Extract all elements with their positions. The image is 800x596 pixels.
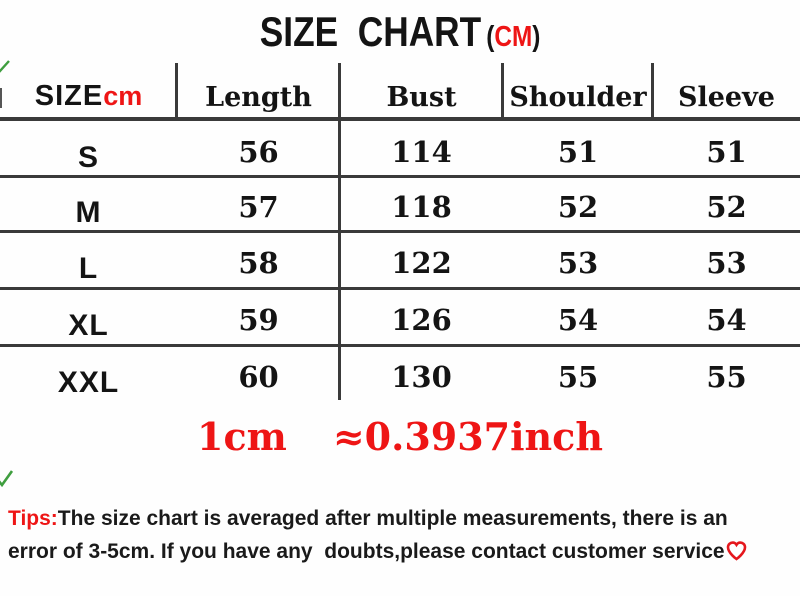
table-line-row2-bottom: [0, 230, 800, 233]
cell-xl-sleeve: 54: [706, 303, 747, 337]
unit-conversion-note: 1cm ≈0.3937inch: [0, 414, 800, 459]
title-text: SIZE CHART: [259, 8, 482, 55]
tips-label: Tips:: [8, 507, 58, 530]
cell-l-shoulder: 53: [557, 246, 599, 280]
cell-xl-bust: 126: [391, 303, 452, 337]
column-header-size: SIZE cm: [0, 63, 177, 124]
watermark-artifact-left: [0, 470, 13, 488]
tips-text-2: error of 3-5cm. If you have any doubts,p…: [8, 540, 725, 563]
cell-l-bust: 122: [391, 246, 452, 280]
table-line-shoulder-sleeve: [651, 63, 654, 119]
cell-s-bust: 114: [391, 134, 452, 169]
cell-xxl-sleeve: 55: [706, 359, 747, 394]
cell-xxl-shoulder: 55: [557, 359, 599, 394]
size-header-unit: cm: [103, 80, 143, 111]
table-line-row1-bottom: [0, 175, 800, 178]
page-title: SIZE CHART (CM): [0, 8, 800, 56]
table-line-length-bust: [338, 63, 341, 400]
table-line-row4-bottom: [0, 344, 800, 347]
conversion-cm: 1cm: [197, 414, 287, 459]
table-row-size-xl: XL: [68, 309, 109, 342]
table-row-size-l: L: [78, 252, 99, 285]
cell-s-shoulder: 51: [557, 134, 599, 169]
column-header-length: Length: [205, 81, 312, 113]
conversion-inch: ≈0.3937inch: [332, 414, 603, 459]
cell-s-sleeve: 51: [706, 134, 747, 169]
column-header-sleeve: Sleeve: [678, 81, 775, 113]
cell-m-bust: 118: [391, 190, 452, 224]
table-line-header-bottom: [0, 117, 800, 121]
column-header-bust: Bust: [386, 81, 457, 113]
watermark-artifact-top: [0, 60, 10, 73]
table-row-size-m: M: [75, 196, 102, 229]
tips-line-2: error of 3-5cm. If you have any doubts,p…: [8, 535, 800, 571]
size-header-label: SIZE: [34, 79, 104, 112]
cell-xl-shoulder: 54: [557, 303, 599, 337]
table-row-size-s: S: [77, 140, 99, 174]
tips-text-1: The size chart is averaged after multipl…: [57, 507, 728, 530]
cell-m-length: 57: [238, 190, 279, 224]
cell-m-shoulder: 52: [557, 190, 599, 224]
column-header-shoulder: Shoulder: [509, 81, 647, 113]
table-line-size-length: [175, 63, 178, 119]
cell-m-sleeve: 52: [706, 190, 747, 224]
tips-line-1: Tips:The size chart is averaged after mu…: [8, 502, 800, 535]
table-line-bust-shoulder: [501, 63, 504, 119]
cell-xxl-bust: 130: [391, 359, 452, 394]
title-unit: (CM): [486, 21, 540, 53]
cell-xl-length: 59: [238, 303, 279, 337]
title-unit-close-paren: ): [532, 21, 541, 53]
cell-l-sleeve: 53: [706, 246, 747, 280]
cell-l-length: 58: [238, 246, 279, 280]
table-line-left-stub: [0, 88, 2, 108]
table-line-row3-bottom: [0, 287, 800, 290]
title-unit-open-paren: (: [486, 21, 495, 53]
cell-xxl-length: 60: [238, 359, 279, 394]
page-title-inner: SIZE CHART (CM): [260, 8, 541, 56]
cell-s-length: 56: [238, 134, 279, 169]
tips-note: Tips:The size chart is averaged after mu…: [8, 502, 800, 571]
title-unit-cm: CM: [494, 21, 533, 53]
heart-icon: [726, 538, 747, 571]
table-row-size-xxl: XXL: [57, 365, 120, 399]
